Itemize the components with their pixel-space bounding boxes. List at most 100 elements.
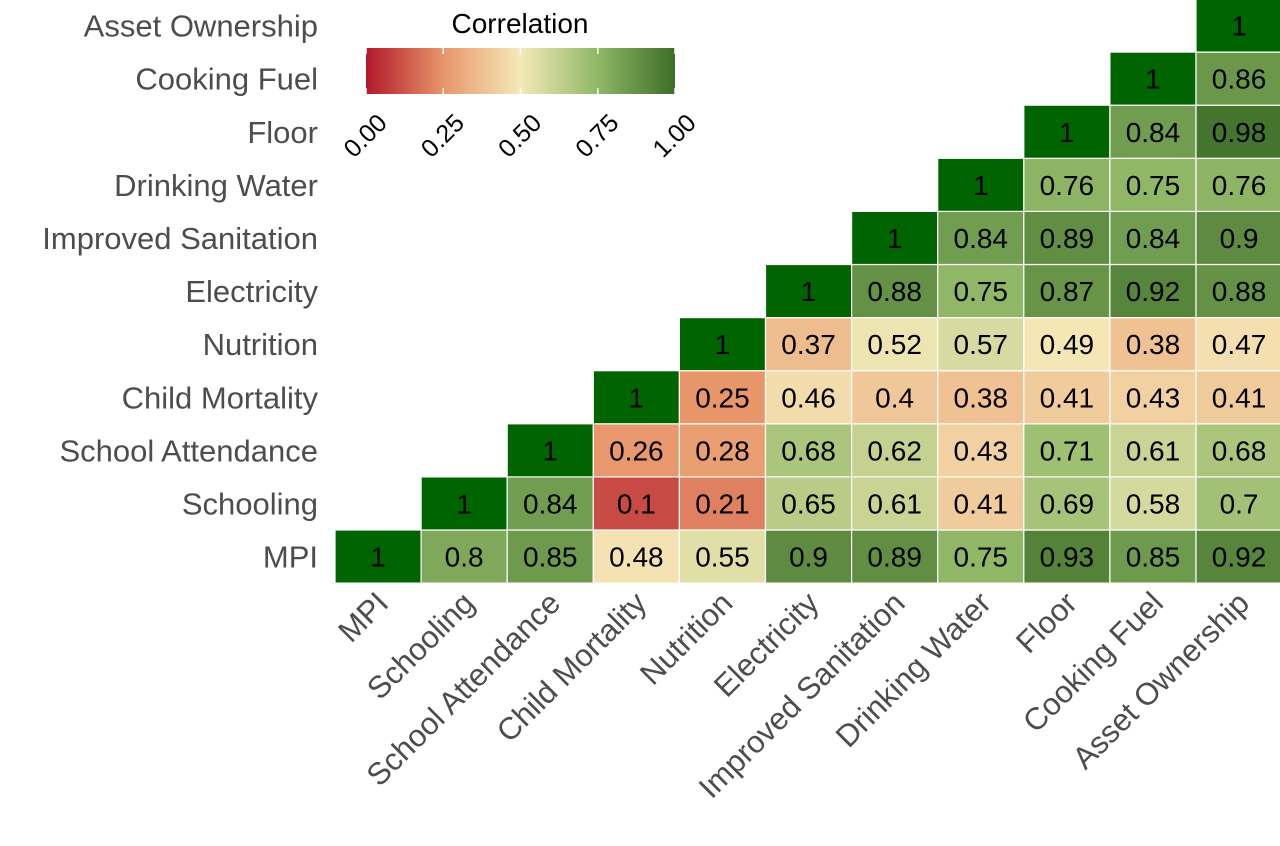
heatmap-cell [1023, 370, 1111, 425]
cell-value-label: 1 [456, 488, 472, 519]
heatmap-cell [420, 529, 508, 584]
cell-value-label: 0.69 [1040, 488, 1095, 519]
heatmap-cell [937, 476, 1025, 531]
cell-value-label: 0.41 [1040, 382, 1095, 413]
legend-tick-label: 0.25 [416, 109, 470, 163]
heatmap-cell [678, 317, 767, 372]
y-tick-label: School Attendance [59, 433, 318, 468]
cell-value-label: 0.49 [1040, 329, 1095, 360]
heatmap-cell [420, 476, 508, 531]
cell-value-label: 0.87 [1040, 276, 1095, 307]
cell-value-label: 0.43 [1126, 382, 1181, 413]
heatmap-cell [1109, 157, 1197, 213]
y-tick-label: Schooling [182, 486, 318, 521]
y-tick-label: MPI [263, 540, 318, 575]
cell-value-label: 0.98 [1212, 117, 1267, 148]
heatmap-cell [678, 476, 767, 531]
heatmap-cell [1109, 51, 1197, 106]
heatmap-cell [1109, 529, 1197, 584]
heatmap-cell [1109, 317, 1197, 372]
y-tick-label: Drinking Water [114, 168, 318, 203]
cell-value-label: 0.47 [1212, 329, 1267, 360]
heatmap-cell [1195, 529, 1280, 584]
heatmap-cell [1195, 210, 1280, 266]
cell-value-label: 0.65 [781, 488, 836, 519]
heatmap-cell [592, 370, 680, 425]
heatmap-cell [1195, 104, 1280, 159]
legend-title: Correlation [452, 8, 589, 39]
y-tick-label: Cooking Fuel [135, 62, 318, 97]
y-tick-label: Floor [247, 115, 318, 150]
heatmap-cell [1023, 104, 1111, 159]
heatmap-cell [1195, 263, 1280, 319]
cell-value-label: 0.41 [1212, 382, 1267, 413]
cell-value-label: 1 [370, 542, 386, 573]
cell-value-label: 0.57 [954, 329, 1009, 360]
cell-value-label: 0.89 [1040, 223, 1095, 254]
cell-value-label: 1 [887, 223, 903, 254]
heatmap-cell [1023, 263, 1111, 319]
heatmap-cell [1195, 317, 1280, 372]
cell-value-label: 0.86 [1212, 64, 1267, 95]
cell-value-label: 0.88 [867, 276, 922, 307]
x-tick-label: Child Mortality [490, 585, 654, 749]
cell-value-label: 0.9 [1220, 223, 1259, 254]
heatmap-cell [1195, 51, 1280, 106]
cell-value-label: 0.41 [954, 488, 1009, 519]
legend-colorbar [366, 48, 675, 94]
heatmap-cell [1023, 423, 1111, 478]
cell-value-label: 0.4 [875, 382, 914, 413]
cell-value-label: 0.38 [1126, 329, 1181, 360]
heatmap-cell [1023, 529, 1111, 584]
heatmap-cell [592, 423, 680, 478]
y-axis-labels: MPI Schooling School Attendance Child Morta… [42, 9, 318, 575]
cell-value-label: 0.75 [1126, 170, 1181, 201]
heatmap-cell [1109, 104, 1197, 159]
heatmap-cell [850, 317, 939, 372]
cell-value-label: 1 [715, 329, 731, 360]
legend-tick-label: 0.00 [338, 109, 392, 163]
heatmap-cell [506, 423, 594, 478]
cell-value-label: 0.38 [954, 382, 1009, 413]
cell-value-label: 0.92 [1212, 542, 1267, 573]
heatmap-cell [764, 529, 853, 584]
cell-value-label: 0.43 [954, 435, 1009, 466]
cell-value-label: 0.8 [445, 542, 484, 573]
cell-value-label: 0.52 [867, 329, 922, 360]
legend-tick-label: 1.00 [647, 109, 701, 163]
heatmap-cell [1109, 476, 1197, 531]
cell-value-label: 0.84 [954, 223, 1009, 254]
cell-value-label: 0.75 [954, 542, 1009, 573]
cell-value-label: 0.88 [1212, 276, 1267, 307]
cell-value-label: 0.62 [867, 435, 922, 466]
heatmap-cell [1195, 0, 1280, 53]
cell-value-label: 0.58 [1126, 488, 1181, 519]
cell-value-label: 0.89 [867, 542, 922, 573]
heatmap-cell [764, 317, 853, 372]
heatmap-cell [1195, 370, 1280, 425]
heatmap-cell [850, 476, 939, 531]
cell-value-label: 0.76 [1212, 170, 1267, 201]
legend-tick-label: 0.50 [493, 109, 547, 163]
heatmap-cell [1023, 317, 1111, 372]
heatmap-cell [678, 423, 767, 478]
heatmap-cell [937, 317, 1025, 372]
cell-value-label: 0.28 [695, 435, 750, 466]
cell-value-label: 0.85 [523, 542, 578, 573]
cell-value-label: 0.55 [695, 542, 750, 573]
heatmap-cell [1109, 423, 1197, 478]
heatmap-cell [592, 476, 680, 531]
cell-value-label: 1 [542, 435, 558, 466]
cell-value-label: 0.25 [695, 382, 750, 413]
legend-tick-label: 0.75 [570, 109, 624, 163]
heatmap-cell [850, 370, 939, 425]
cell-value-label: 0.71 [1040, 435, 1095, 466]
cell-value-label: 1 [1231, 11, 1247, 42]
heatmap-cell [937, 210, 1025, 266]
cell-value-label: 0.68 [781, 435, 836, 466]
y-tick-label: Electricity [185, 274, 318, 309]
heatmap-cell [334, 529, 422, 584]
heatmap-cell [678, 529, 767, 584]
